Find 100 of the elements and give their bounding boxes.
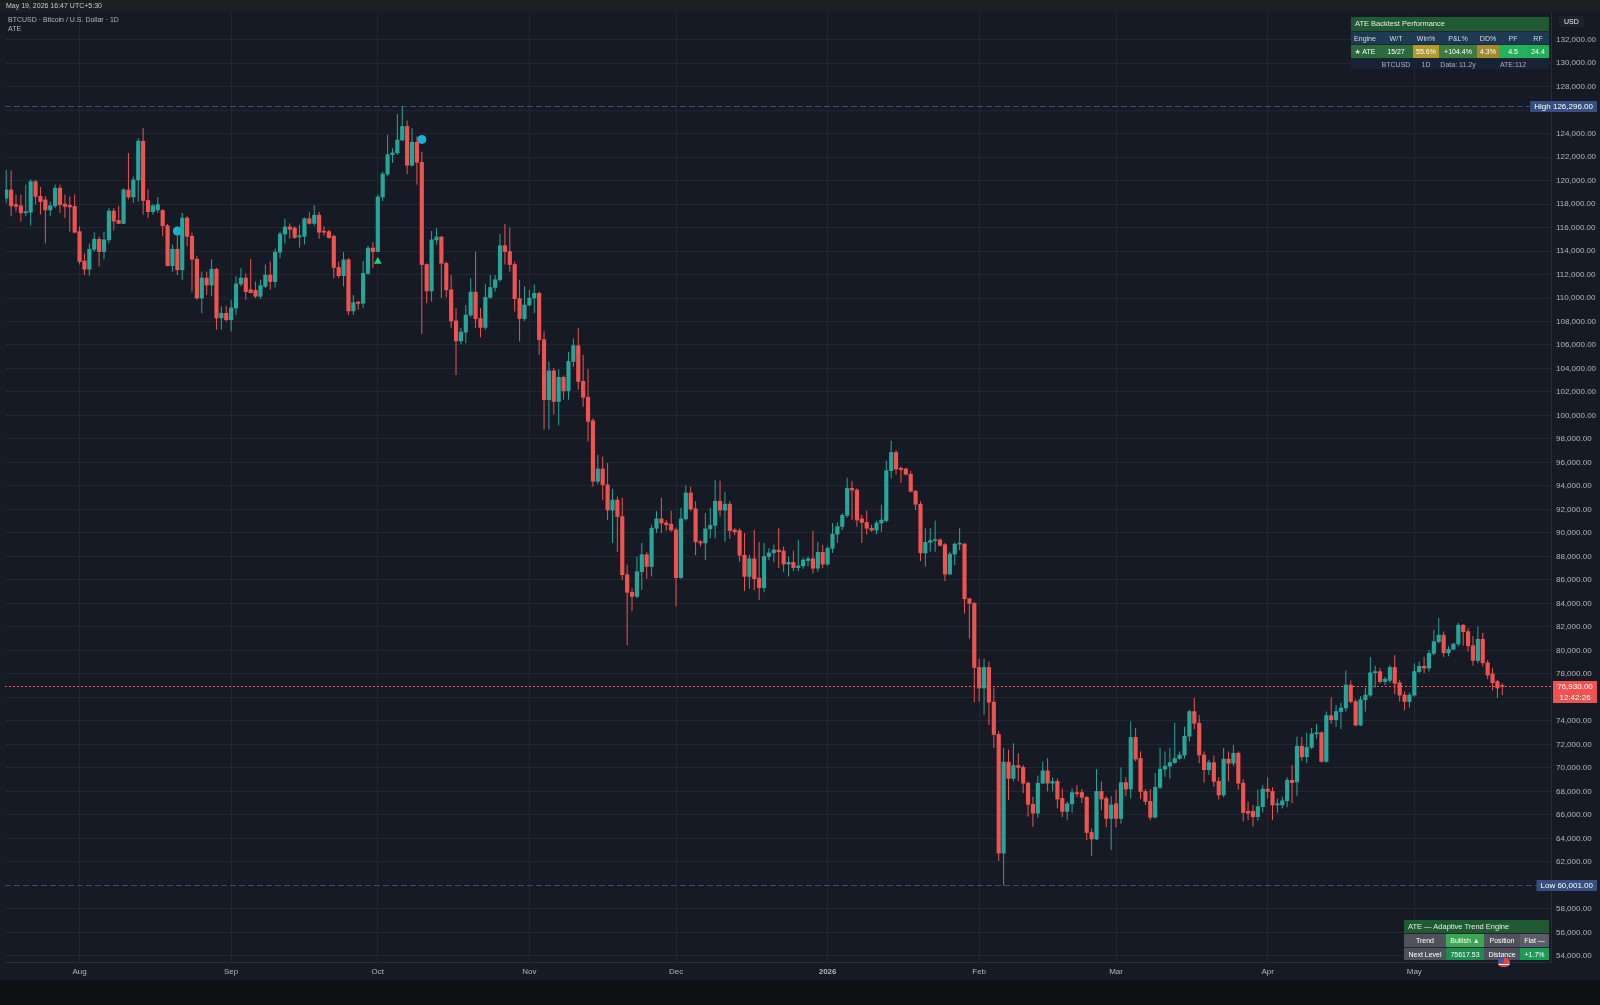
y-tick-label: 124,000.00 [1556, 128, 1597, 138]
y-tick-label: 122,000.00 [1556, 152, 1597, 162]
point [417, 134, 427, 144]
y-tick-label: 74,000.00 [1556, 716, 1593, 726]
candlestick [1290, 764, 1295, 804]
candlestick [742, 532, 747, 592]
candlestick [752, 529, 757, 591]
candlestick [1260, 784, 1265, 814]
candlestick [87, 242, 92, 277]
candlestick [1334, 704, 1339, 728]
candlestick [1470, 635, 1476, 667]
y-tick-label: 80,000.00 [1556, 645, 1593, 655]
candlestick [1475, 625, 1480, 664]
candlestick [468, 277, 473, 318]
candlestick [522, 285, 527, 322]
candlestick [688, 486, 693, 512]
candlestick [1045, 757, 1050, 792]
candlestick [209, 258, 214, 297]
candlestick [781, 545, 786, 573]
y-tick-label: 98,000.00 [1556, 434, 1593, 444]
candlestick [820, 544, 825, 569]
x-tick-label: Aug [72, 967, 87, 976]
candlestick [561, 375, 566, 401]
y-tick-label: 114,000.00 [1556, 246, 1596, 256]
candlestick [1226, 750, 1231, 782]
y-tick-label: 68,000.00 [1556, 786, 1593, 796]
candlestick [1011, 742, 1016, 782]
candlestick [1201, 750, 1207, 784]
candlestick [395, 113, 400, 156]
candlestick [199, 271, 204, 314]
y-tick-label: 106,000.00 [1556, 340, 1597, 350]
y-tick-label: 54,000.00 [1556, 951, 1593, 961]
candlestick [1113, 789, 1119, 828]
candlestick [1343, 669, 1348, 713]
candlestick [1338, 702, 1344, 730]
y-tick-label: 62,000.00 [1556, 857, 1593, 867]
candlestick [116, 205, 121, 225]
x-tick-label: May [1406, 967, 1422, 976]
candlestick [1441, 631, 1446, 658]
x-tick-label: Oct [371, 967, 385, 976]
candlestick [1368, 656, 1373, 698]
candlestick [786, 555, 791, 577]
candlestick [610, 488, 615, 544]
y-tick-label: 104,000.00 [1556, 363, 1597, 373]
y-tick-label: 90,000.00 [1556, 528, 1593, 538]
y-tick-label: 108,000.00 [1556, 316, 1597, 326]
candlestick [268, 261, 273, 291]
x-tick-label: Feb [972, 967, 987, 976]
ref-line-label: 76,930.00 [1557, 682, 1594, 692]
x-tick-label: Apr [1261, 967, 1275, 976]
candlestick [1299, 736, 1304, 762]
candlestick [126, 152, 131, 200]
candlestick [893, 449, 899, 476]
y-tick-label: 86,000.00 [1556, 575, 1593, 585]
y-tick-label: 110,000.00 [1556, 293, 1596, 303]
candlestick [947, 551, 952, 576]
y-tick-label: 58,000.00 [1556, 904, 1593, 914]
y-tick-label: 100,000.00 [1556, 410, 1597, 420]
y-tick-label: 118,000.00 [1556, 199, 1596, 209]
candlestick [703, 512, 708, 561]
candlestick [1270, 786, 1275, 821]
candlestick [57, 184, 63, 214]
x-tick-label: Mar [1109, 967, 1124, 976]
candlestick [1123, 776, 1128, 797]
candlestick [1250, 804, 1256, 828]
x-tick-label: Dec [668, 967, 684, 976]
y-tick-label: 84,000.00 [1556, 598, 1593, 608]
y-tick-label: 112,000.00 [1556, 269, 1596, 279]
y-tick-label: 64,000.00 [1556, 833, 1593, 843]
candlestick [229, 299, 234, 332]
candlestick [170, 244, 175, 273]
y-tick-label: 78,000.00 [1556, 669, 1593, 679]
candlestick [747, 554, 752, 590]
candlestick [1074, 784, 1080, 798]
candlestick [463, 304, 468, 344]
candlestick [400, 106, 405, 142]
candlestick [1231, 744, 1236, 767]
candlestick [1055, 778, 1060, 809]
candlestick [644, 551, 649, 580]
y-tick-label: 96,000.00 [1556, 457, 1593, 467]
y-tick-label: 70,000.00 [1556, 763, 1593, 773]
y-tick-label: 102,000.00 [1556, 387, 1597, 397]
candlestick [1109, 795, 1114, 851]
y-tick-label: 82,000.00 [1556, 622, 1593, 632]
y-tick-label: 66,000.00 [1556, 810, 1593, 820]
x-tick-label: 2026 [818, 967, 838, 976]
candlestick [805, 555, 811, 567]
candlestick [952, 541, 957, 566]
candlestick [532, 284, 537, 314]
candlestick [1206, 759, 1212, 776]
y-tick-label: 130,000.00 [1556, 58, 1597, 68]
candlestick [981, 658, 987, 716]
candlestick [18, 194, 23, 223]
candlestick [791, 550, 796, 572]
x-tick-label: Sep [224, 967, 239, 976]
ref-line-label: High 126,296.00 [1534, 102, 1594, 112]
candlestick [453, 307, 459, 376]
x-tick-label: Nov [522, 967, 537, 976]
text: 12:42:26 [1559, 693, 1592, 703]
point [373, 257, 382, 264]
